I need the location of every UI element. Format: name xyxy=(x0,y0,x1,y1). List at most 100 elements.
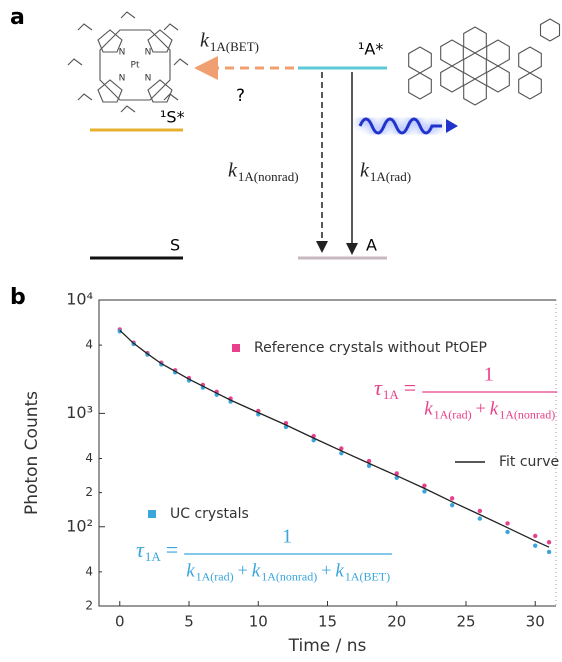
x-tick-label: 5 xyxy=(184,613,194,631)
ring xyxy=(539,18,561,42)
ring xyxy=(518,72,542,100)
ethyl xyxy=(163,93,179,101)
formula-numerator: 1 xyxy=(282,526,292,548)
formula-plus: + xyxy=(476,398,486,418)
ring xyxy=(518,46,542,74)
x-tick-label: 15 xyxy=(318,613,337,631)
ring xyxy=(147,29,173,53)
formula-equals: = xyxy=(166,537,178,562)
data-point xyxy=(533,543,538,548)
x-tick-label: 30 xyxy=(526,613,545,631)
atom-label: N xyxy=(145,74,152,84)
formula-numerator: 1 xyxy=(484,364,494,386)
emission-head xyxy=(446,119,458,133)
x-axis-label: Time / ns xyxy=(288,636,367,656)
x-tick-label: 25 xyxy=(456,613,475,631)
y-tick-label: 4 xyxy=(85,338,93,352)
rate-symbol: k xyxy=(200,30,210,52)
rate-subscript: 1A(rad) xyxy=(370,169,411,184)
formula-plus: + xyxy=(321,560,331,580)
rate-subscript: 1A(nonrad) xyxy=(238,169,299,184)
panel-label: a xyxy=(10,5,25,30)
formula-subscript: 1A xyxy=(383,387,400,402)
rate-subscript: 1A(rad) xyxy=(196,569,234,583)
rate-symbol: k xyxy=(335,560,344,581)
ethyl xyxy=(120,105,136,113)
rate-subscript: 1A(BET) xyxy=(210,39,259,54)
legend-label: Fit curve xyxy=(499,454,559,470)
molecules xyxy=(67,11,561,113)
atom-label: N xyxy=(145,48,152,58)
fit-line xyxy=(119,329,550,548)
rate-symbol: k xyxy=(186,560,195,581)
rate-subscript: 1A(BET) xyxy=(345,569,390,583)
state-label: ¹S* xyxy=(160,108,185,127)
question-mark: ? xyxy=(236,86,245,106)
formula-symbol: τ xyxy=(136,537,145,562)
ethyl xyxy=(77,93,93,101)
y-tick-label: 10² xyxy=(66,516,93,535)
data-point xyxy=(366,463,372,468)
ethyl xyxy=(120,11,136,19)
ring xyxy=(486,65,510,93)
panel-label: b xyxy=(10,285,26,310)
y-tick-label: 10⁴ xyxy=(66,290,93,309)
legend-swatch xyxy=(232,344,240,352)
legend-swatch xyxy=(148,510,156,518)
formula-equals: = xyxy=(404,375,416,400)
formula-symbol: τ xyxy=(374,375,383,400)
x-tick-label: 10 xyxy=(249,613,268,631)
rate-symbol: k xyxy=(360,160,370,182)
ring xyxy=(463,26,487,54)
state-label: S xyxy=(170,236,180,255)
rate-subscript: 1A(nonrad) xyxy=(499,407,555,421)
rate-symbol: k xyxy=(252,560,261,581)
data-point xyxy=(546,540,552,545)
data-point xyxy=(339,451,344,456)
atom-label: N xyxy=(119,74,126,84)
formula-subscript: 1A xyxy=(145,549,162,564)
atom-label: Pt xyxy=(131,61,140,71)
legend-label: Reference crystals without PtOEP xyxy=(254,340,487,356)
data-point xyxy=(366,458,372,464)
state-label: ¹A* xyxy=(358,40,383,59)
ethyl xyxy=(173,58,189,66)
legend-label: UC crystals xyxy=(170,506,249,522)
ring xyxy=(486,39,510,67)
state-label: A xyxy=(366,236,377,255)
atom-label: N xyxy=(119,48,126,58)
data-point xyxy=(477,508,483,514)
data-point xyxy=(117,329,122,334)
rate-subscript: 1A(rad) xyxy=(434,407,472,421)
rate-symbol: k xyxy=(228,160,238,182)
data-point xyxy=(422,489,427,494)
ring xyxy=(440,39,464,67)
y-tick-label: 4 xyxy=(85,564,93,578)
y-axis-label: Photon Counts xyxy=(22,391,42,515)
y-tick-label: 10³ xyxy=(66,403,93,422)
ethyl xyxy=(77,23,93,31)
data-point xyxy=(505,529,510,535)
ring xyxy=(408,72,432,100)
ring xyxy=(463,78,487,106)
ring xyxy=(147,79,173,103)
x-tick-label: 20 xyxy=(387,613,406,631)
data-point xyxy=(422,483,427,488)
ring xyxy=(97,29,123,53)
ethyl xyxy=(67,58,83,66)
ethyl xyxy=(163,23,179,31)
data-point xyxy=(449,496,455,501)
data-point xyxy=(449,502,455,508)
ring xyxy=(99,29,171,101)
formula-plus: + xyxy=(238,560,248,580)
rate-subscript: 1A(nonrad) xyxy=(261,569,317,583)
emission-wave xyxy=(358,117,442,135)
data-point xyxy=(546,549,552,555)
y-tick-label: 4 xyxy=(85,451,93,465)
rate-symbol: k xyxy=(424,398,433,419)
rate-symbol: k xyxy=(490,398,499,419)
ring xyxy=(408,46,432,74)
y-tick-label: 2 xyxy=(85,599,93,613)
x-tick-label: 0 xyxy=(115,613,125,631)
